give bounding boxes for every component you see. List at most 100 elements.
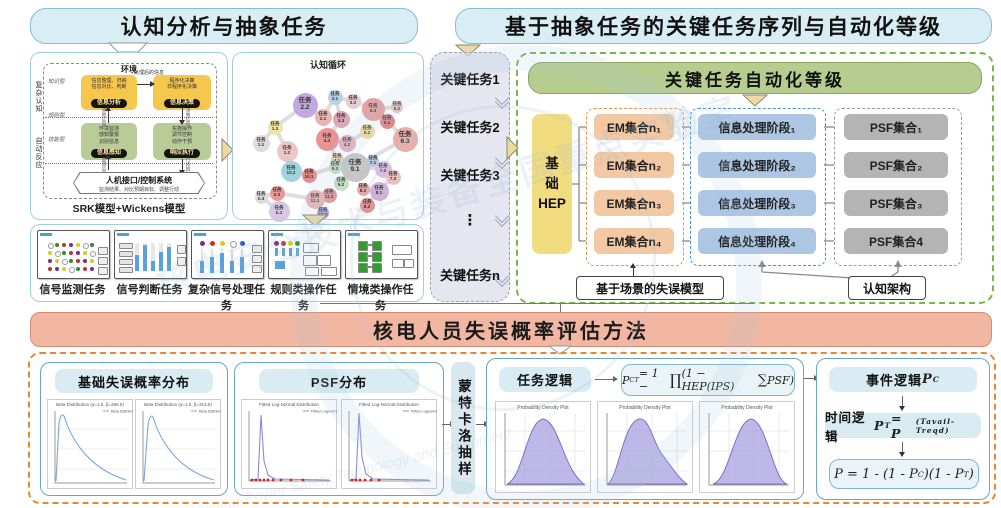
pct-prod: ∏ <box>669 371 682 389</box>
ips-stage-1-text: 信息处理阶段₁ <box>718 120 796 135</box>
cognitive-loop-panel: 认知循环 任务 1.1 任务 1.3 任务 1.2 任务 2.2 任务 2.1 任务 3.1 任务 3.2… <box>232 52 424 222</box>
monte-carlo-text: 蒙特卡洛抽样 <box>456 378 471 478</box>
info-decision-line2: 非程序化决策 <box>166 84 197 91</box>
task-node: 任务 9.2 <box>333 175 349 191</box>
right-triangle-icon-keytasks <box>506 136 519 160</box>
psf-distribution-title: PSF分布 <box>259 369 419 393</box>
pct-p: P <box>622 373 630 387</box>
final-a: P = 1 - (1 - P <box>834 466 918 482</box>
task-node: 任务 7.3 <box>385 169 401 185</box>
lognormal-plot-1: Fitted Log-Normal Distribution Fitted Lo… <box>241 399 337 489</box>
environment-box <box>43 63 217 199</box>
cognitive-architecture-text: 认知架构 <box>862 281 911 296</box>
task-logic-title-text: 任务逻辑 <box>516 373 573 388</box>
task-node: 任务 n.3 <box>254 190 268 204</box>
cognitive-loop-title: 认知循环 <box>309 60 346 70</box>
perception-line3: 识别信息 <box>98 138 119 145</box>
density-plot-2: Probability Density Plot <box>597 401 693 493</box>
svg-text:Probability Density Plot: Probability Density Plot <box>517 405 569 411</box>
caption-complex-signal: 复杂信号处理任务 <box>188 284 265 312</box>
time-logic-label: 时间逻辑 <box>825 410 866 444</box>
task-node: 任务 1.1 <box>252 134 270 152</box>
psf-set-1: PSF集合₁ <box>844 114 948 140</box>
task-node: 任务 1.2 <box>276 140 298 162</box>
ips-stage-4-text: 信息处理阶段₄ <box>718 234 796 249</box>
task-logic-box: 任务逻辑 P CT = 1 − ∏ (1 − HEP(IPS) ∑ PSF) Prob… <box>486 358 804 500</box>
task-node: 任务 3.1 <box>327 89 343 105</box>
cognitive-architecture-label: 认知架构 <box>848 276 926 300</box>
task-node: 任务 3.3 <box>332 110 350 128</box>
automation-title-text: 关键任务自动化等级 <box>665 70 845 90</box>
caption-signal-monitoring: 信号监测任务 <box>39 284 106 296</box>
ips-container <box>690 108 826 266</box>
task-node: 任务 10.2 <box>280 160 302 182</box>
info-decision-line1: 程序化决策 <box>169 78 195 84</box>
em-set-4: EM集合n₄ <box>594 228 674 254</box>
task-node: 任务 10.1 <box>301 167 317 183</box>
psf-set-4-text: PSF集合4 <box>868 234 923 249</box>
task-node: 任务 2.2 <box>292 92 318 118</box>
task-node: 任务 1.3 <box>267 119 283 135</box>
key-task-n: 关键任务n <box>440 268 500 283</box>
connector-horizontal <box>320 303 754 305</box>
down-chevron-icon-banner <box>548 345 572 355</box>
execution-line3: 动作干预 <box>171 138 192 145</box>
hmi-box: 人机接口/控制系统 监测结果、对比预期目标、调整行动 <box>74 173 204 193</box>
pct-sub: CT <box>629 376 639 384</box>
arrow-psf-to-mc <box>442 420 455 429</box>
pct-eq: = 1 − <box>638 367 659 393</box>
pct-body: (1 − HEP(IPS) <box>681 367 735 393</box>
environment-label: 环境 <box>121 65 137 74</box>
final-e: ) <box>968 466 974 482</box>
time-sub2: (Tavail-Treqd) <box>915 416 956 435</box>
arrow-event-to-time <box>898 396 907 411</box>
caption-signal-judgment: 信号判断任务 <box>116 284 183 296</box>
chevron-down-icon-1 <box>495 97 509 109</box>
monte-carlo-box: 蒙特卡洛抽样 <box>451 362 475 494</box>
right-triangle-icon-srk <box>221 138 234 162</box>
ips-stage-4: 信息处理阶段₄ <box>698 228 816 254</box>
final-d: T <box>963 469 969 479</box>
final-c: )(1 - P <box>923 466 964 482</box>
row-label-knowledge: 知识型 <box>48 79 65 85</box>
ips-stage-1: 信息处理阶段₁ <box>698 114 816 140</box>
svg-text:Probability Density Plot: Probability Density Plot <box>721 405 773 411</box>
caption-rule-operation: 规则类操作任务 <box>270 284 337 312</box>
pct-sum: ∑ <box>757 372 768 388</box>
info-analysis-box: 信息整理、归纳 信息对比、判断 信息分析 <box>81 75 137 110</box>
task-node: 任务 n.1 <box>268 200 290 222</box>
em-set-1: EM集合n₁ <box>594 114 674 140</box>
arrow-task-to-formula <box>595 375 618 384</box>
psf-set-1-text: PSF集合₁ <box>869 120 923 135</box>
arrow-time-to-final <box>898 442 907 457</box>
base-probability-title-text: 基础失误概率分布 <box>77 374 190 390</box>
divider-rule-skill <box>45 163 213 164</box>
final-b: C <box>917 469 924 479</box>
info-decision-pill: 信息决策 <box>163 98 201 108</box>
base-hep-line1: 基 <box>545 155 559 171</box>
psf-distribution-box: PSF分布 Fitted Log-Normal Distribution Fit… <box>234 362 444 496</box>
thumbnail-signal-monitoring <box>37 230 110 279</box>
task-node: 任务 6.2 <box>391 101 403 113</box>
connector-stub <box>560 303 562 312</box>
arrow-label-act: 行动执行 <box>186 157 191 175</box>
info-decision-box: 程序化决策 非程序化决策 信息决策 <box>153 75 211 110</box>
key-task-1: 关键任务1 <box>440 72 500 87</box>
task-node: 任务 6.1 <box>379 113 395 129</box>
psf-set-2-text: PSF集合₂ <box>869 158 923 173</box>
task-node: 任务 n.2 <box>269 185 285 201</box>
base-probability-box: 基础失误概率分布 Beta Distribution (α=1.5, β=296… <box>40 362 228 496</box>
row-label-skill: 技能型 <box>48 137 65 143</box>
group-label-complex-cognition: 复杂认知 <box>35 81 42 113</box>
arrow-label-decide: 决策信息 <box>186 108 191 126</box>
arrow-formula-to-event <box>804 374 819 383</box>
task-node: 任务 11.2 <box>321 187 337 203</box>
hmi-title: 人机接口/控制系统 <box>105 176 173 185</box>
info-perception-pill: 信息感知 <box>90 148 128 158</box>
em-set-2: EM集合n₂ <box>594 152 674 178</box>
em-set-3: EM集合n₃ <box>594 190 674 216</box>
task-thumbnails-container: 信号监测任务 信号判断任务 复杂信号处理任务 规则类操作任务 情境类操作任务 <box>30 224 424 312</box>
svg-text:Fitted Lognormal: Fitted Lognormal <box>311 410 337 414</box>
